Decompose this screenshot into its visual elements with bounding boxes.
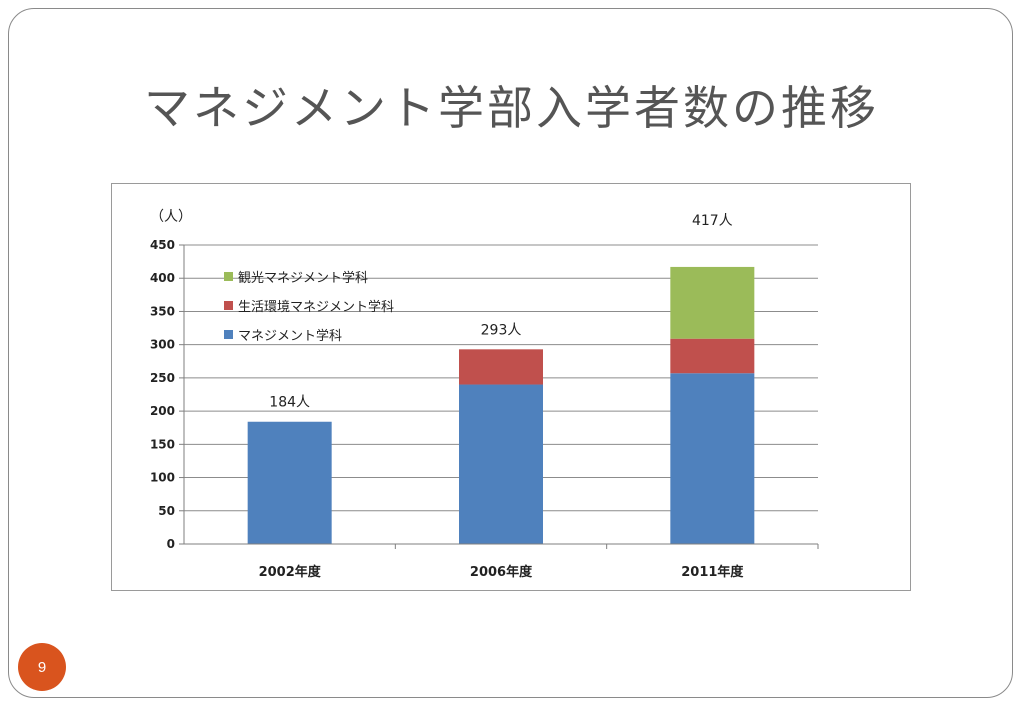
legend-swatch [224, 272, 233, 281]
y-tick-label: 50 [158, 504, 175, 518]
slide-title: マネジメント学部入学者数の推移 [144, 81, 879, 135]
legend-swatch [224, 330, 233, 339]
total-data-label: 184人 [269, 395, 310, 411]
y-tick-label: 0 [167, 537, 175, 551]
total-data-label: 293人 [481, 322, 522, 338]
bars [247, 266, 755, 544]
legend-label: 観光マネジメント学科 [238, 270, 368, 286]
bar-segment [459, 384, 543, 544]
page-number-badge: 9 [18, 643, 66, 691]
x-tick-label: 2002年度 [259, 564, 322, 580]
bar-segment [459, 349, 543, 385]
y-axis-unit-label: （人） [150, 209, 192, 225]
y-tick-label: 250 [150, 371, 175, 385]
axes [179, 244, 819, 549]
y-tick-label: 350 [150, 304, 175, 318]
x-tick-label: 2011年度 [681, 564, 744, 580]
chart-container: （人） 0 50 100 150 200 250 300 350 400 450 2002年度 184… [111, 183, 911, 591]
bar-segment [670, 266, 755, 339]
y-tick-label: 450 [150, 238, 175, 252]
x-tick-label: 2006年度 [470, 564, 533, 580]
y-tick-label: 300 [150, 338, 175, 352]
legend-swatch [224, 301, 233, 310]
y-tick-label: 400 [150, 271, 175, 285]
total-data-label: 417人 [692, 213, 733, 229]
labels: 0 50 100 150 200 250 300 350 400 450 2002年度 184人 200… [150, 213, 744, 580]
y-tick-label: 100 [150, 471, 175, 485]
legend-label: 生活環境マネジメント学科 [238, 299, 394, 315]
legend-label: マネジメント学科 [238, 328, 342, 344]
stacked-bar-chart: （人） 0 50 100 150 200 250 300 350 400 450 2002年度 184… [150, 209, 819, 580]
y-tick-label: 200 [150, 404, 175, 418]
bar-segment [670, 373, 755, 544]
bar-segment [670, 338, 755, 374]
y-tick-label: 150 [150, 437, 175, 451]
bar-segment [247, 421, 332, 544]
